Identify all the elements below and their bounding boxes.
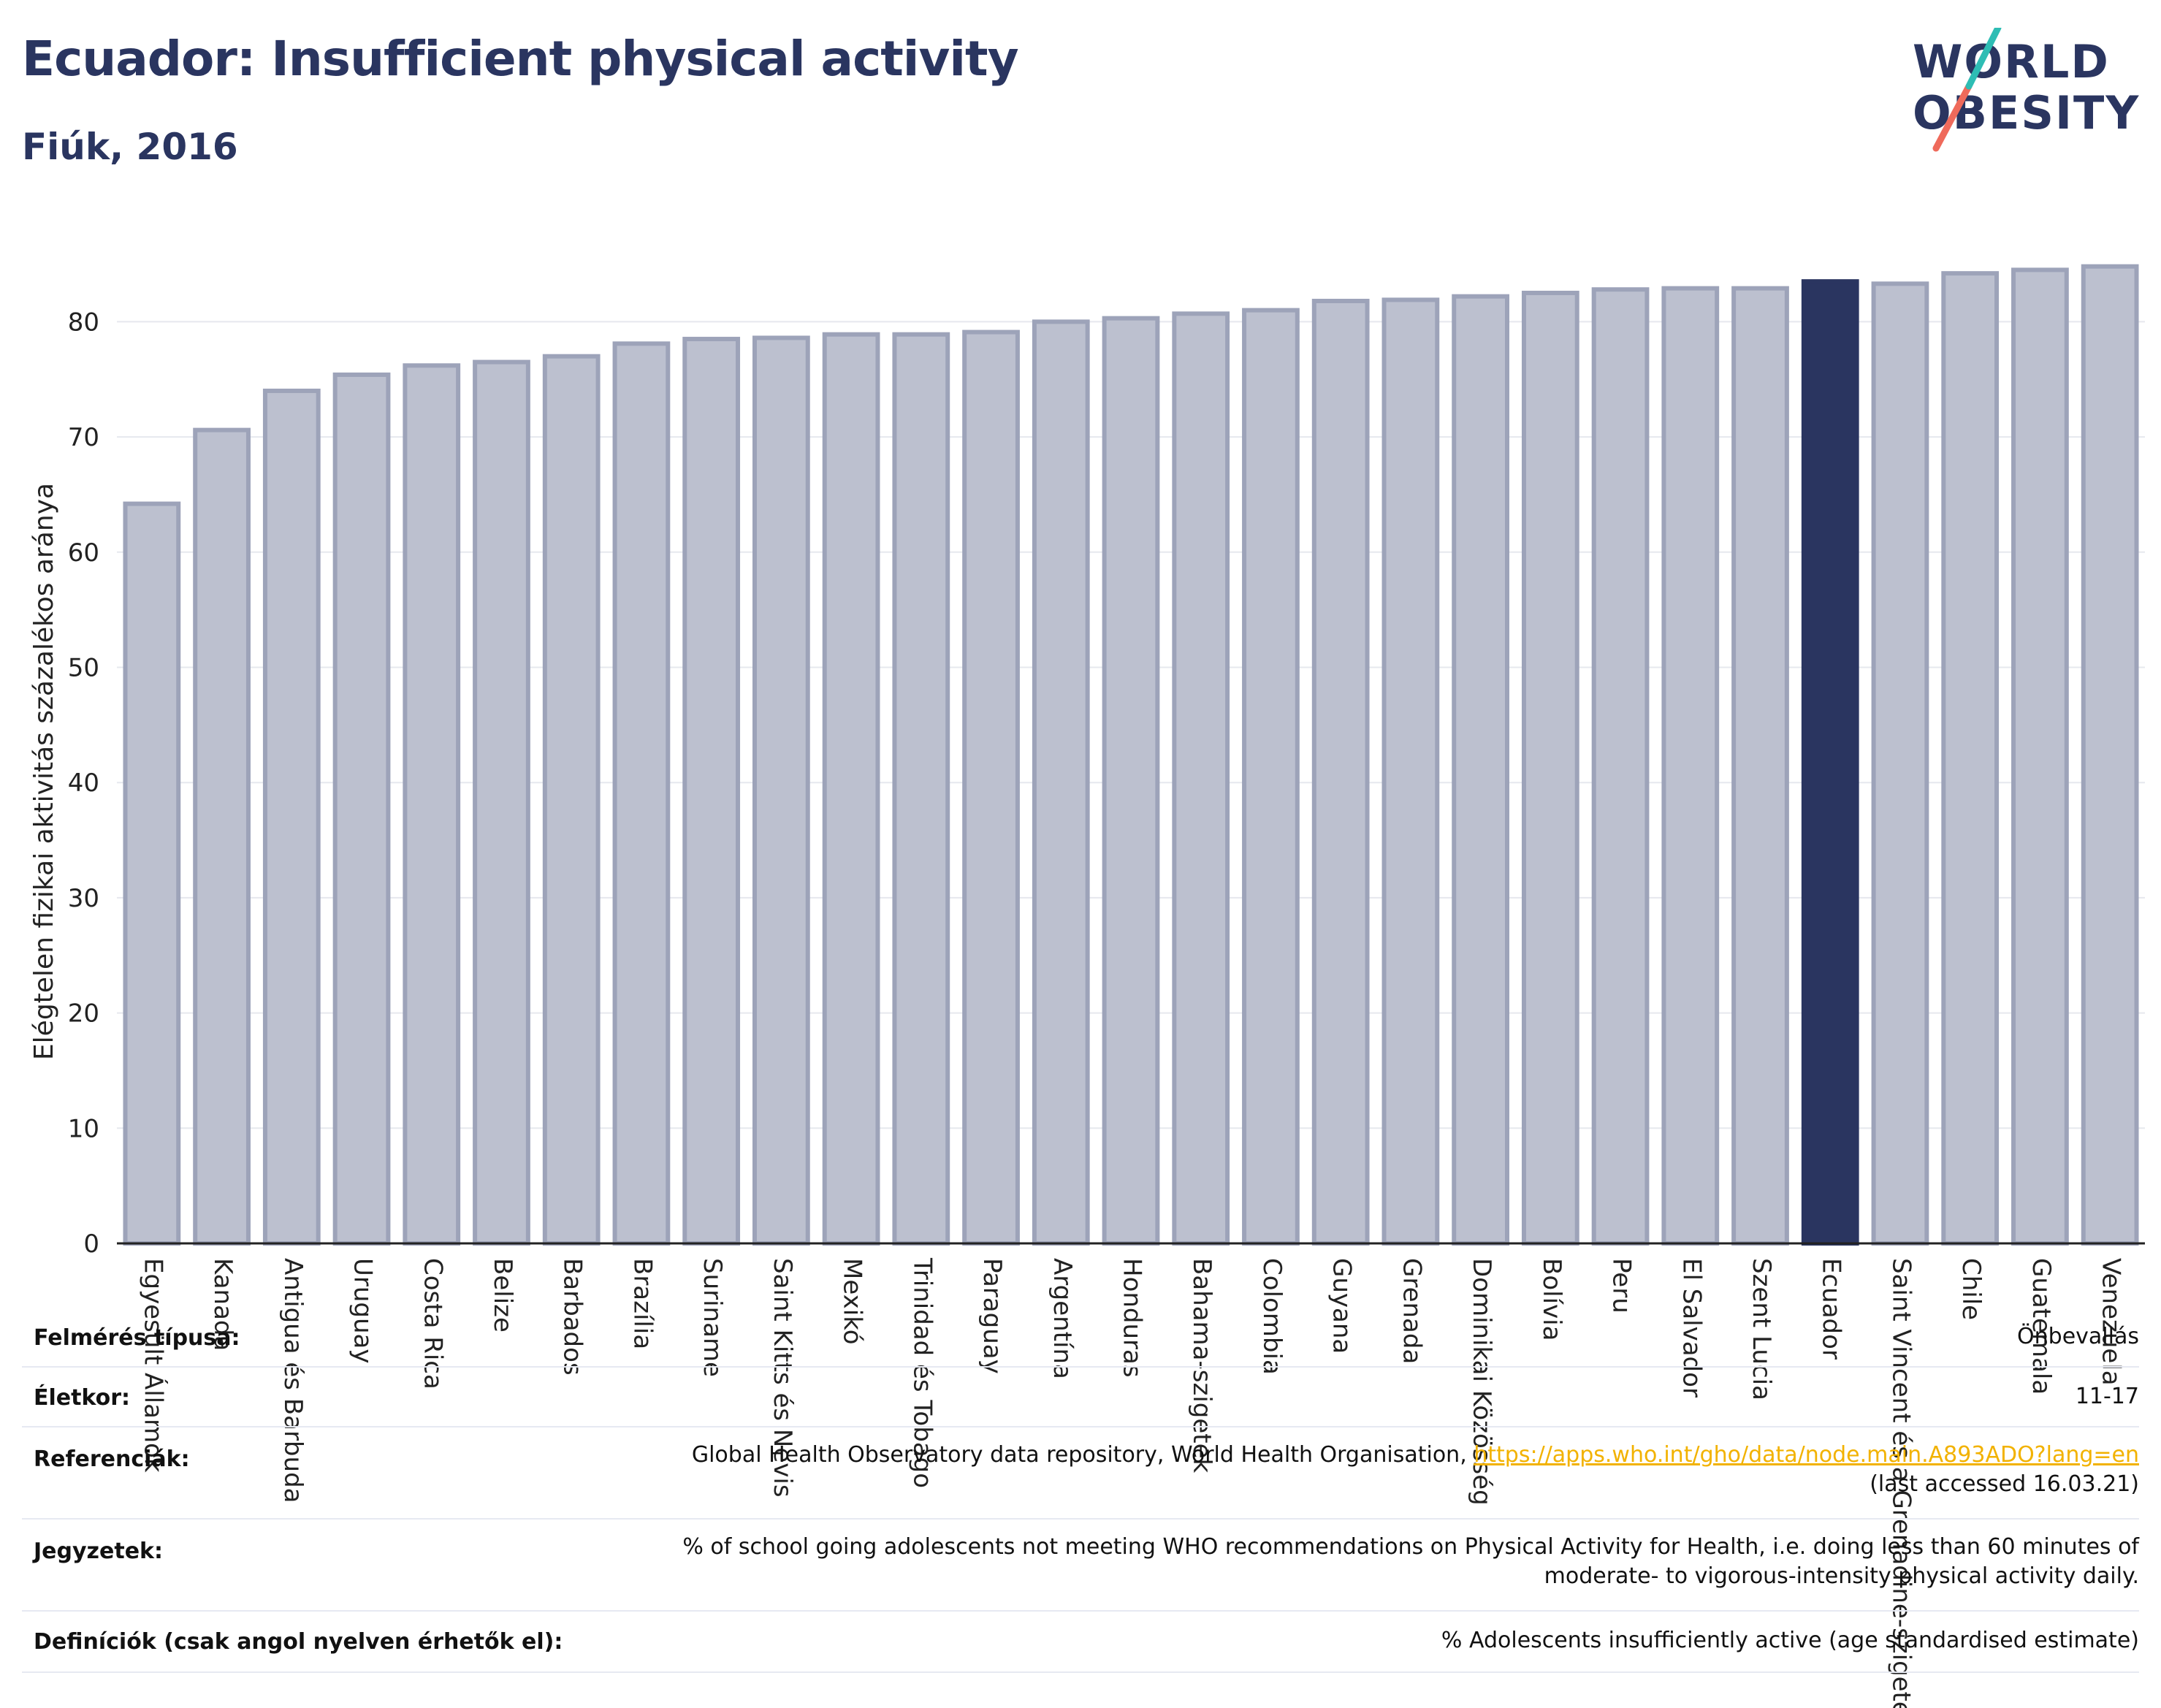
- x-tick-label: Bahama-szigetek: [1187, 1258, 1216, 1473]
- bar: [2011, 267, 2069, 1246]
- x-tick-label: Chile: [1956, 1258, 1986, 1320]
- chart-title: Ecuador: Insufficient physical activity: [22, 31, 1019, 87]
- x-tick-label: Guyana: [1327, 1258, 1357, 1354]
- y-tick-label: 70: [68, 423, 99, 452]
- notes-text-line1: % of school going adolescents not meetin…: [682, 1534, 2139, 1560]
- references-label: Referenciák:: [34, 1446, 190, 1472]
- y-tick-label: 80: [68, 308, 99, 337]
- x-tick-label: Trinidad és Tobago: [907, 1257, 937, 1488]
- references-value: Global Health Observatory data repositor…: [692, 1441, 2139, 1499]
- x-tick-label: Saint Kitts és Nevis: [768, 1258, 797, 1498]
- x-tick-label: Peru: [1607, 1258, 1636, 1314]
- footer-row-age: Életkor: 11-17: [22, 1366, 2139, 1427]
- bar: [262, 389, 321, 1246]
- bar: [332, 372, 391, 1246]
- references-source-text: Global Health Observatory data repositor…: [691, 1442, 1474, 1468]
- y-tick-label: 60: [68, 538, 99, 568]
- svg-text:WORLD: WORLD: [1913, 35, 2110, 88]
- y-tick-label: 10: [68, 1114, 99, 1143]
- x-tick-label: Honduras: [1118, 1258, 1147, 1378]
- x-tick-label: Belize: [488, 1258, 517, 1333]
- world-obesity-logo: WORLD OBESITY: [1913, 28, 2140, 152]
- bar: [682, 337, 741, 1246]
- x-tick-label: Saint Vincent és a Grenadine-szigetek: [1886, 1258, 1916, 1708]
- x-tick-label: Venezuela: [2097, 1258, 2126, 1386]
- bar: [403, 363, 461, 1246]
- x-tick-label: Dominikai Közösség: [1467, 1258, 1496, 1506]
- bar: [1521, 290, 1579, 1246]
- x-tick-label: Argentína: [1048, 1258, 1077, 1379]
- notes-text-line2: moderate- to vigorous-intensity physical…: [1544, 1563, 2139, 1589]
- footer-row-notes: Jegyzetek: % of school going adolescents…: [22, 1518, 2139, 1612]
- survey-type-label: Felmérés típusa:: [34, 1325, 240, 1351]
- x-tick-label: Uruguay: [348, 1258, 378, 1364]
- svg-text:OBESITY: OBESITY: [1913, 86, 2140, 140]
- y-axis-label: Elégtelen fizikai aktivitás százalékos a…: [29, 483, 59, 1060]
- bar: [123, 501, 181, 1246]
- bar: [1102, 316, 1160, 1246]
- bar: [1731, 286, 1789, 1246]
- bar: [1661, 286, 1720, 1246]
- bar: [1381, 297, 1440, 1246]
- x-tick-label: Egyesült Államok: [138, 1258, 168, 1473]
- x-tick-label: Grenada: [1397, 1258, 1426, 1364]
- bar: [752, 335, 810, 1246]
- notes-label: Jegyzetek:: [34, 1539, 163, 1564]
- x-tick-label: Suriname: [698, 1258, 727, 1377]
- bar: [612, 341, 671, 1246]
- y-tick-label: 30: [68, 884, 99, 913]
- notes-value: % of school going adolescents not meetin…: [682, 1533, 2139, 1591]
- bar: [542, 354, 601, 1246]
- bar: [822, 332, 880, 1246]
- chart-subtitle: Fiúk, 2016: [22, 126, 238, 168]
- bar: [1871, 281, 1929, 1246]
- bar-highlighted: [1801, 279, 1859, 1246]
- x-tick-label: Kanada: [208, 1258, 237, 1351]
- footer-row-definitions: Definíciók (csak angol nyelven érhetők e…: [22, 1610, 2139, 1673]
- bar: [1941, 271, 2000, 1246]
- x-tick-label: Mexikó: [838, 1258, 867, 1345]
- x-tick-label: Antigua és Barbuda: [278, 1258, 308, 1503]
- x-tick-label: El Salvador: [1677, 1258, 1706, 1398]
- age-label: Életkor:: [34, 1385, 131, 1411]
- definitions-label: Definíciók (csak angol nyelven érhetők e…: [34, 1629, 563, 1655]
- bar: [1591, 287, 1650, 1246]
- x-tick-label: Bolívia: [1537, 1258, 1566, 1341]
- y-tick-label: 0: [83, 1229, 99, 1259]
- references-accessed-text: (last accessed 16.03.21): [1870, 1471, 2139, 1497]
- bar: [473, 359, 530, 1246]
- survey-type-value: Önbevallás: [2017, 1324, 2139, 1349]
- bar: [892, 332, 950, 1246]
- x-tick-label: Guatemala: [2027, 1258, 2056, 1395]
- x-tick-label: Barbados: [558, 1258, 587, 1376]
- footer-row-survey-type: Felmérés típusa: Önbevallás: [22, 1308, 2139, 1368]
- bar: [1172, 311, 1230, 1246]
- bar: [1452, 294, 1509, 1246]
- bar: [193, 427, 251, 1246]
- bar: [1242, 308, 1300, 1246]
- x-tick-label: Colombia: [1257, 1258, 1287, 1375]
- y-tick-label: 20: [68, 999, 99, 1029]
- y-tick-label: 50: [68, 653, 99, 682]
- bar: [1032, 319, 1090, 1246]
- definitions-value: % Adolescents insufficiently active (age…: [1441, 1628, 2139, 1653]
- x-tick-label: Szent Lucia: [1747, 1258, 1776, 1400]
- x-tick-label: Paraguay: [977, 1258, 1007, 1374]
- footer-row-references: Referenciák: Global Health Observatory d…: [22, 1426, 2139, 1520]
- references-link[interactable]: https://apps.who.int/gho/data/node.main.…: [1474, 1442, 2139, 1468]
- x-tick-label: Brazília: [628, 1258, 657, 1349]
- y-tick-label: 40: [68, 769, 99, 798]
- bar: [1311, 299, 1370, 1246]
- bar: [962, 329, 1020, 1246]
- age-value: 11-17: [2075, 1384, 2139, 1409]
- x-tick-label: Ecuador: [1817, 1258, 1846, 1360]
- bar: [2081, 264, 2139, 1246]
